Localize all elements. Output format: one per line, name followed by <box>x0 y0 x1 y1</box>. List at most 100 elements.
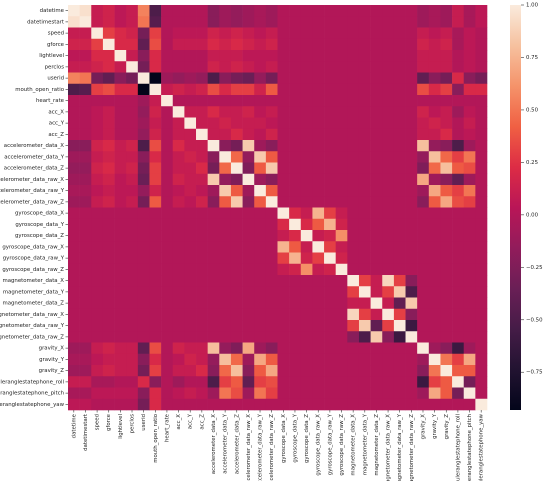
heatmap-cell <box>475 61 488 73</box>
heatmap-cell <box>68 27 80 40</box>
heatmap-cell <box>393 218 406 231</box>
y-tick-label: accelerometer_data_X <box>4 143 65 149</box>
heatmap-cell <box>417 387 430 400</box>
heatmap-cell <box>335 162 348 175</box>
heatmap-cell <box>382 61 395 73</box>
heatmap-cell <box>475 5 488 17</box>
heatmap-cell <box>475 173 488 186</box>
heatmap-cell <box>289 275 302 287</box>
heatmap-cell <box>382 151 395 163</box>
heatmap-cell <box>382 128 395 141</box>
heatmap-cell <box>172 5 185 17</box>
heatmap-cell <box>207 83 220 96</box>
heatmap-cell <box>463 387 476 400</box>
heatmap-cell <box>230 185 243 197</box>
y-tick-label: accelerometer_data_raw_X <box>0 177 64 183</box>
heatmap-cell <box>393 185 406 197</box>
heatmap-cell <box>393 398 406 411</box>
heatmap-cell <box>405 331 418 343</box>
heatmap-cell <box>370 365 383 377</box>
heatmap-cell <box>358 162 371 175</box>
heatmap-cell <box>149 230 162 242</box>
heatmap-cell <box>126 106 139 118</box>
heatmap-cell <box>161 140 174 152</box>
heatmap-cell <box>91 95 104 107</box>
y-tick-label: mouth_open_ratio <box>15 87 64 93</box>
heatmap-cell <box>68 387 80 400</box>
heatmap-cell <box>254 173 267 186</box>
heatmap-cell <box>324 50 336 62</box>
heatmap-cell <box>358 297 371 310</box>
heatmap-cell <box>265 398 278 411</box>
heatmap-cell <box>149 398 162 411</box>
heatmap-cell <box>300 252 313 265</box>
heatmap-cell <box>277 83 290 96</box>
heatmap-cell <box>149 5 162 17</box>
heatmap-cell <box>149 72 162 85</box>
heatmap-cell <box>230 241 243 253</box>
heatmap-cell <box>428 173 441 186</box>
heatmap-cell <box>265 185 278 197</box>
heatmap-cell <box>172 365 185 377</box>
heatmap-cell <box>452 61 465 73</box>
heatmap-cell <box>335 331 348 343</box>
y-tick-label: acc_X <box>48 109 64 115</box>
heatmap-cell <box>79 331 92 343</box>
heatmap-cell <box>184 196 197 208</box>
heatmap-cell <box>417 263 430 276</box>
heatmap-cell <box>230 398 243 411</box>
heatmap-cell <box>475 106 488 118</box>
colorbar-tick-label: 0.00 <box>526 212 539 218</box>
heatmap-cell <box>254 106 267 118</box>
heatmap-cell <box>475 196 488 208</box>
heatmap-cell <box>417 16 430 28</box>
heatmap-cell <box>126 173 139 186</box>
heatmap-cell <box>393 297 406 310</box>
heatmap-cell <box>149 61 162 73</box>
heatmap-cell <box>91 5 104 17</box>
heatmap-cell <box>219 196 232 208</box>
heatmap-cell <box>126 196 139 208</box>
heatmap-cell <box>382 173 395 186</box>
heatmap-cell <box>358 241 371 253</box>
heatmap-cell <box>68 365 80 377</box>
heatmap-cell <box>393 365 406 377</box>
heatmap-cell <box>289 387 302 400</box>
heatmap-cell <box>219 162 232 175</box>
heatmap-cell <box>324 5 336 17</box>
heatmap-cell <box>265 106 278 118</box>
heatmap-cell <box>358 342 371 355</box>
heatmap-cell <box>102 5 115 17</box>
heatmap-cell <box>91 241 104 253</box>
heatmap-cell <box>417 320 430 332</box>
heatmap-cell <box>219 297 232 310</box>
heatmap-cell <box>312 173 325 186</box>
heatmap-cell <box>382 241 395 253</box>
heatmap-cell <box>463 185 476 197</box>
heatmap-cell <box>149 151 162 163</box>
heatmap-cell <box>358 140 371 152</box>
heatmap-cell <box>219 331 232 343</box>
heatmap-cell <box>91 16 104 28</box>
heatmap-cell <box>184 106 197 118</box>
heatmap-cell <box>219 275 232 287</box>
heatmap-cell <box>79 353 92 366</box>
heatmap-cell <box>149 173 162 186</box>
heatmap-cell <box>254 95 267 107</box>
heatmap-cell <box>114 83 127 96</box>
heatmap-cell <box>196 106 208 118</box>
heatmap-cell <box>242 173 255 186</box>
heatmap-cell <box>196 5 208 17</box>
heatmap-cell <box>196 230 208 242</box>
heatmap-cell <box>79 275 92 287</box>
heatmap-cell <box>312 308 325 321</box>
heatmap-cell <box>417 106 430 118</box>
heatmap-cell <box>172 173 185 186</box>
heatmap-cell <box>79 218 92 231</box>
heatmap-cell <box>428 207 441 220</box>
heatmap-cell <box>452 117 465 130</box>
heatmap-cell <box>277 297 290 310</box>
heatmap-cell <box>149 162 162 175</box>
heatmap-cell <box>68 151 80 163</box>
heatmap-cell <box>184 252 197 265</box>
